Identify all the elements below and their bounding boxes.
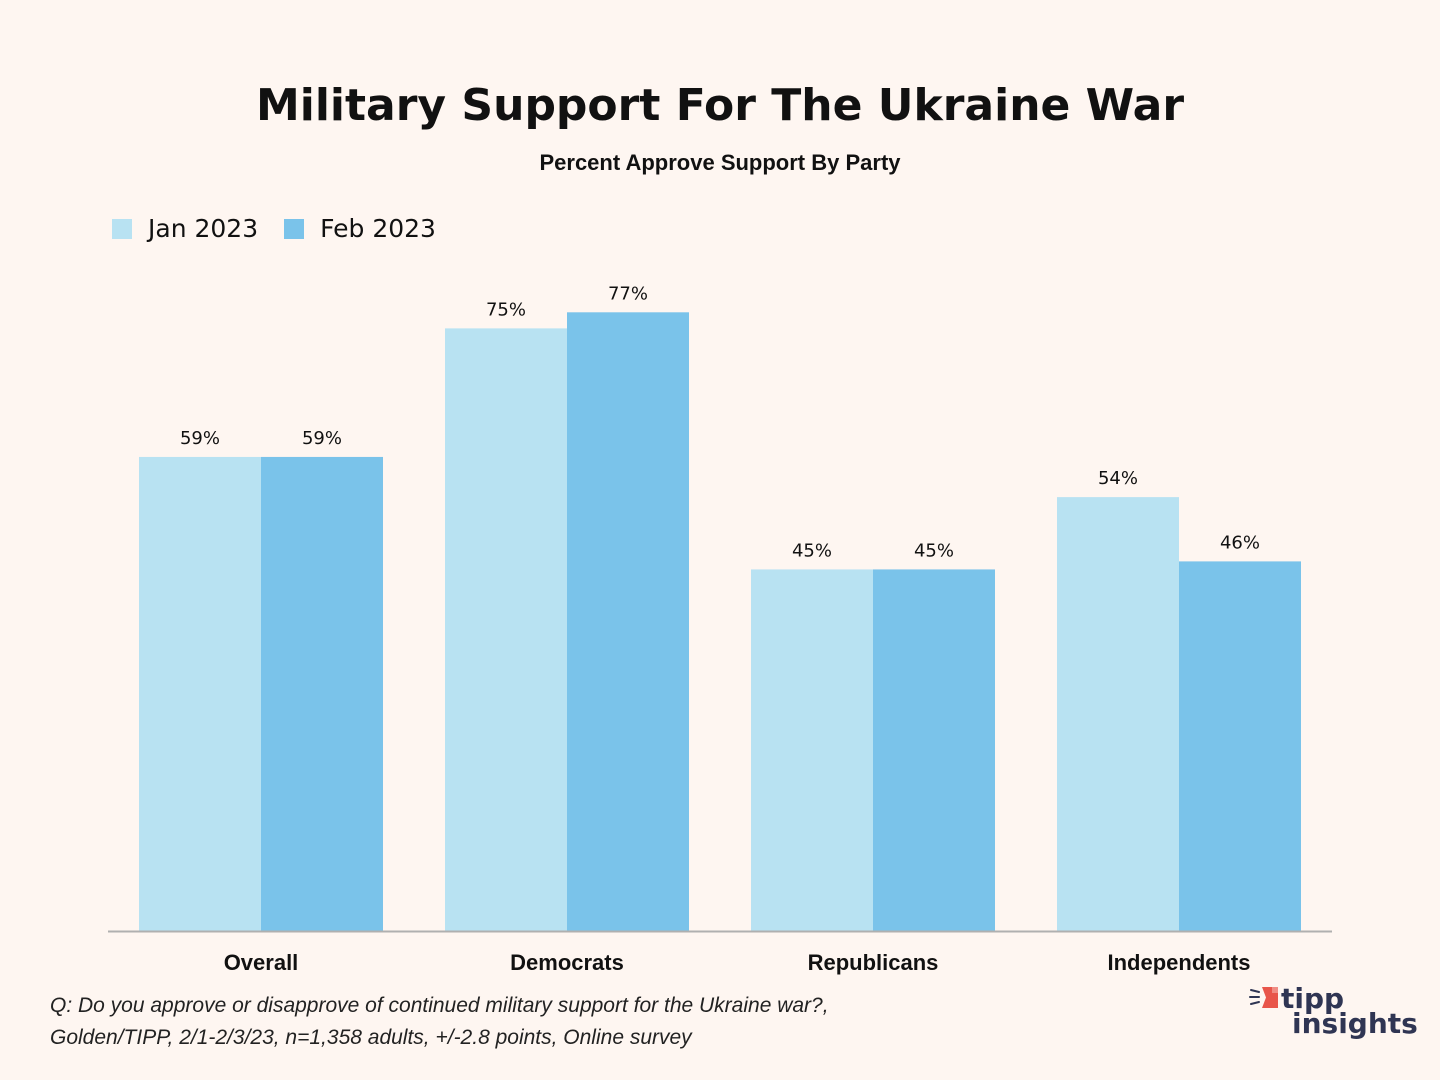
legend-swatch-jan (112, 218, 132, 239)
data-label-republicans-feb-2023: 45% (914, 540, 954, 561)
data-label-independents-jan-2023: 54% (1098, 468, 1138, 489)
bar-overall-jan-2023 (139, 456, 261, 931)
tipp-insights-logo: tipp insights (1248, 982, 1418, 1047)
legend-label-feb: Feb 2023 (320, 214, 436, 243)
x-tick-label-overall: Overall (224, 950, 299, 975)
data-label-democrats-feb-2023: 77% (608, 283, 648, 304)
legend-label-jan: Jan 2023 (148, 214, 259, 243)
bar-independents-jan-2023 (1057, 497, 1179, 931)
chart-subtitle: Percent Approve Support By Party (539, 150, 901, 175)
legend: Jan 2023 Feb 2023 (112, 214, 462, 243)
data-label-democrats-jan-2023: 75% (486, 299, 526, 320)
data-label-overall-feb-2023: 59% (302, 428, 342, 449)
logo-text-tipp: tipp (1281, 982, 1344, 1015)
footnote: Q: Do you approve or disapprove of conti… (50, 990, 829, 1054)
legend-swatch-feb (284, 218, 305, 239)
bar-independents-feb-2023 (1179, 561, 1301, 931)
chart-title: Military Support For The Ukraine War (255, 80, 1185, 131)
legend-item-feb: Feb 2023 (284, 214, 436, 243)
footnote-question: Q: Do you approve or disapprove of conti… (50, 994, 829, 1017)
bar-democrats-jan-2023 (445, 328, 567, 931)
bar-democrats-feb-2023 (567, 312, 689, 931)
x-tick-label-republicans: Republicans (808, 950, 939, 975)
logo-text-insights: insights (1292, 1007, 1418, 1040)
bar-republicans-feb-2023 (873, 569, 995, 931)
bar-republicans-jan-2023 (751, 569, 873, 931)
data-label-republicans-jan-2023: 45% (792, 540, 832, 561)
x-tick-label-democrats: Democrats (510, 950, 624, 975)
logo-mark-icon: tipp insights (1249, 982, 1418, 1040)
x-tick-label-independents: Independents (1107, 950, 1250, 975)
data-label-overall-jan-2023: 59% (180, 428, 220, 449)
bar-overall-feb-2023 (261, 456, 383, 931)
legend-item-jan: Jan 2023 (112, 214, 258, 243)
data-label-independents-feb-2023: 46% (1220, 532, 1260, 553)
footnote-source: Golden/TIPP, 2/1-2/3/23, n=1,358 adults,… (50, 1026, 692, 1049)
